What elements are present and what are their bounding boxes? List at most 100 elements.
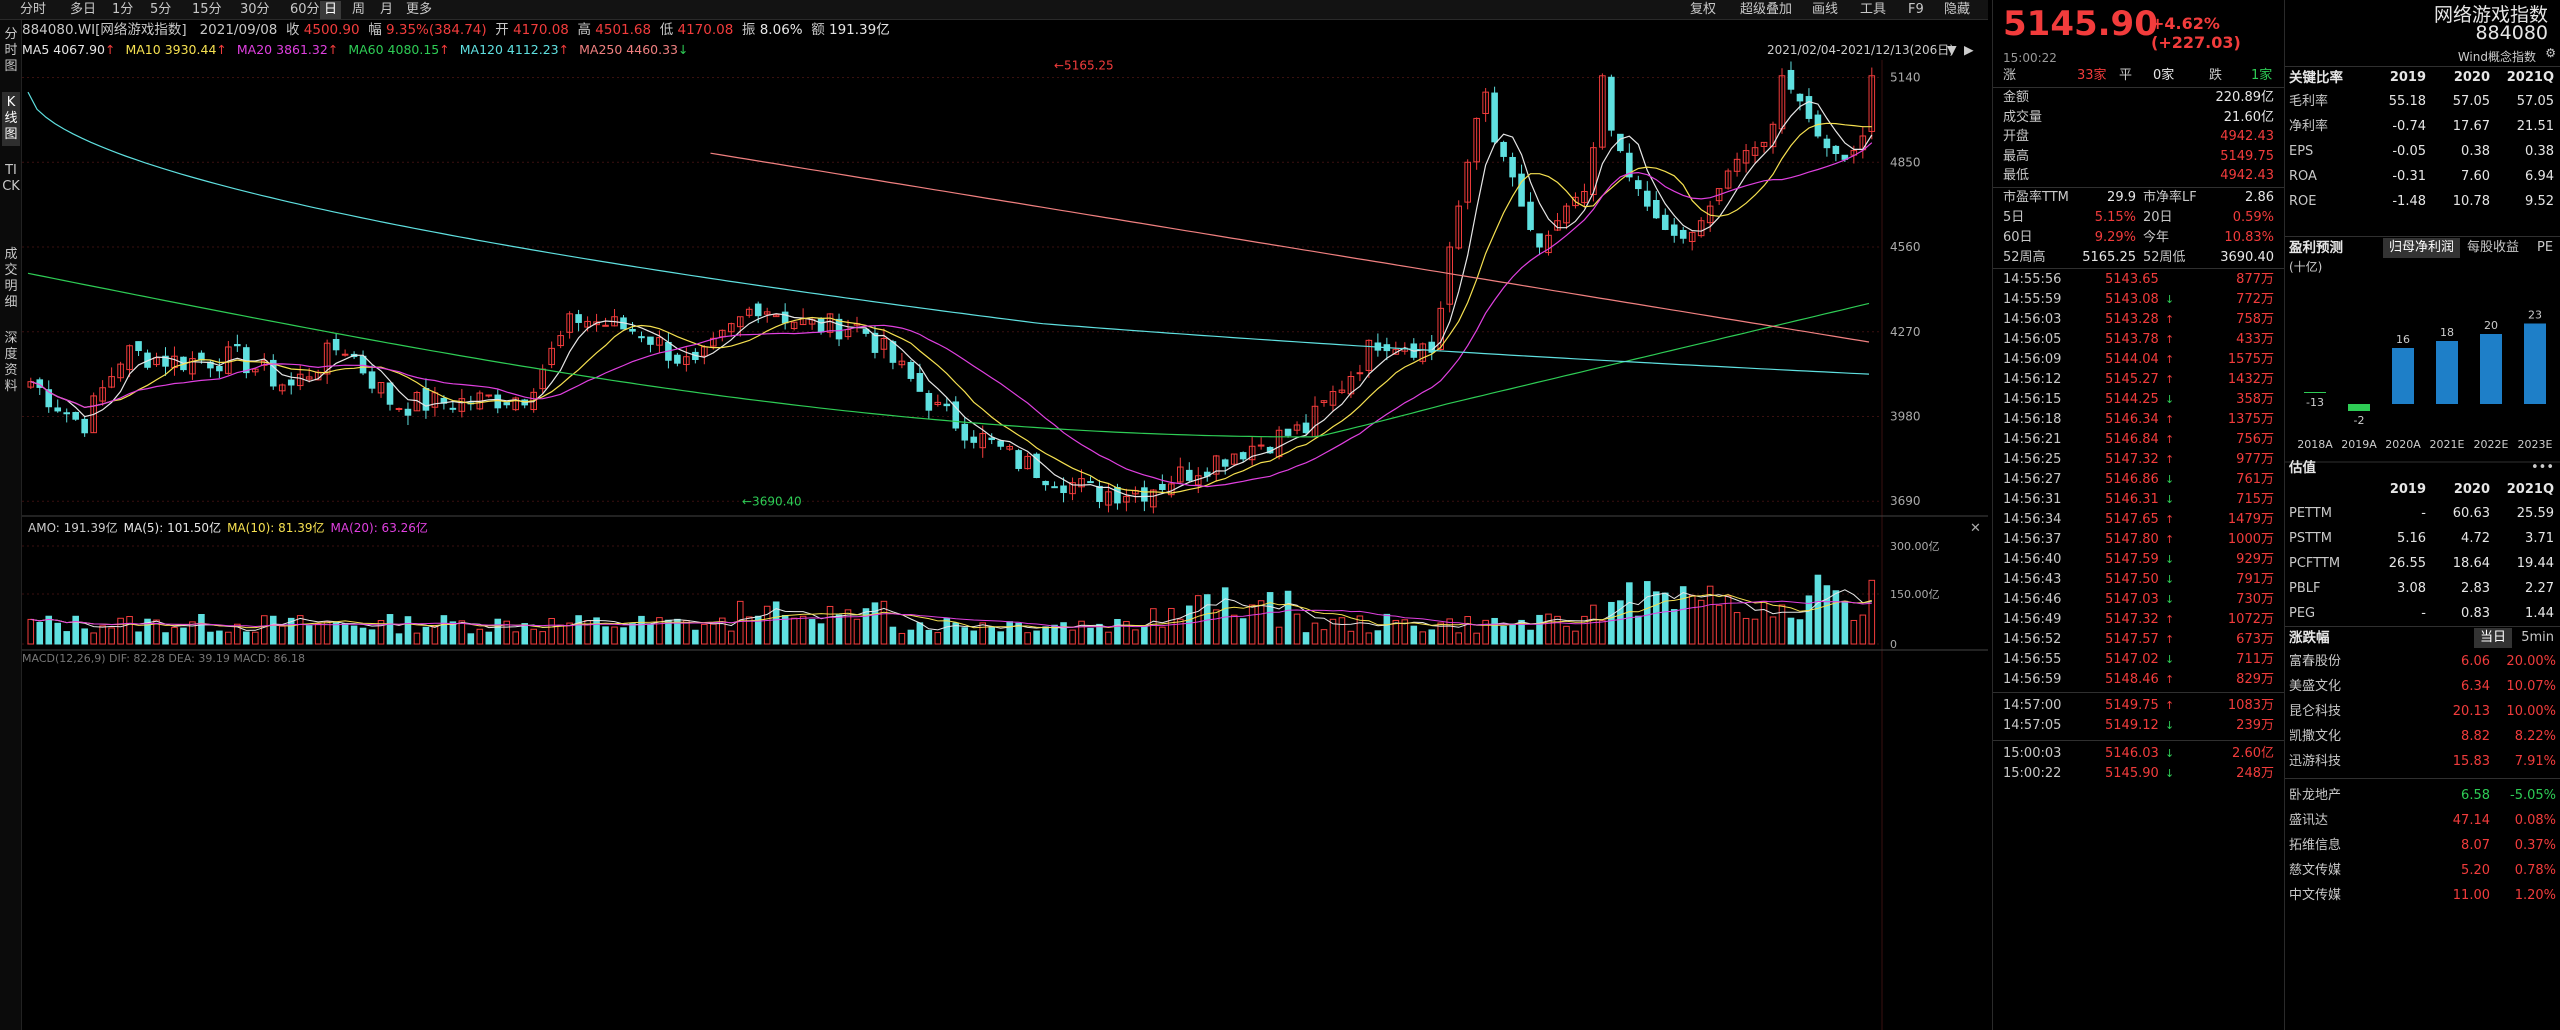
tick-row: 14:55:56 5143.65 877万 xyxy=(1993,270,2284,290)
candle-body xyxy=(162,355,169,367)
tick-volume: 756万 xyxy=(2236,432,2274,447)
tick-volume: 239万 xyxy=(2236,718,2274,733)
toolbar-right-5[interactable]: 隐藏 xyxy=(1944,2,1971,17)
period-tab-9[interactable]: 月 xyxy=(380,2,394,17)
loser-row[interactable]: 盛讯达 47.14 0.08% xyxy=(2285,811,2560,831)
valuation-value: 60.63 xyxy=(2452,506,2490,521)
ma120-line xyxy=(27,91,1870,375)
toolbar-right-0[interactable]: 复权 xyxy=(1690,2,1717,17)
volume-bar xyxy=(287,617,295,645)
volume-bar xyxy=(1293,613,1301,645)
gainer-row[interactable]: 富春股份 6.06 20.00% xyxy=(2285,652,2560,672)
divider xyxy=(2285,778,2560,779)
tick-direction-icon: ↑ xyxy=(2165,373,2175,386)
y-axis-label: 4850 xyxy=(1890,155,1921,169)
candle-body xyxy=(1796,93,1804,102)
ratio-label: EPS xyxy=(2289,144,2314,159)
pe-value: 10.83% xyxy=(2224,230,2274,245)
volume-bar xyxy=(1473,632,1480,645)
ratio-col-header: 2020 xyxy=(2453,70,2490,85)
chevron-down-icon[interactable]: ▼ xyxy=(1947,42,1957,57)
loser-row[interactable]: 中文传媒 11.00 1.20% xyxy=(2285,886,2560,906)
period-tab-2[interactable]: 1分 xyxy=(112,2,134,17)
volume-bar xyxy=(1751,618,1759,645)
left-tab-1[interactable]: K线图 xyxy=(2,92,20,146)
volume-bar xyxy=(494,618,502,645)
volume-bar xyxy=(1868,579,1876,645)
period-tab-3[interactable]: 5分 xyxy=(150,2,172,17)
stock-change: 0.78% xyxy=(2514,863,2556,878)
close-icon[interactable]: ✕ xyxy=(1970,521,1981,536)
change-value: 9.35%(384.74) xyxy=(386,22,487,38)
gainer-row[interactable]: 昆仑科技 20.13 10.00% xyxy=(2285,702,2560,722)
tick-row: 14:57:05 5149.12 ↓ 239万 xyxy=(1993,716,2284,736)
loser-row[interactable]: 慈文传媒 5.20 0.78% xyxy=(2285,861,2560,881)
period-tab-0[interactable]: 分时 xyxy=(20,2,47,17)
forecast-year-label: 2020A xyxy=(2385,438,2421,451)
toolbar-right-3[interactable]: 工具 xyxy=(1860,2,1887,17)
volume-bar xyxy=(530,628,537,645)
movers-tab-1[interactable]: 5min xyxy=(2521,630,2554,645)
chevron-right-icon[interactable]: ▶ xyxy=(1964,42,1974,57)
fall-count: 1家 xyxy=(2251,68,2273,83)
gainer-row[interactable]: 迅游科技 15.83 7.91% xyxy=(2285,752,2560,772)
volume-bar xyxy=(278,625,286,645)
movers-tab-0[interactable]: 当日 xyxy=(2473,628,2512,648)
left-tab-0[interactable]: 分时图 xyxy=(4,27,18,74)
left-tab-3[interactable]: 成交明细 xyxy=(4,247,18,310)
volume-bar xyxy=(144,618,151,645)
volume-bar xyxy=(1338,617,1346,645)
low-value: 4170.08 xyxy=(677,22,734,38)
toolbar-right-1[interactable]: 超级叠加 xyxy=(1740,2,1793,17)
left-tab-2[interactable]: TICK xyxy=(2,163,20,194)
swing-label: 振 xyxy=(741,22,756,38)
candle-body xyxy=(1159,483,1166,490)
volume-bar xyxy=(1572,630,1579,645)
more-icon[interactable]: ••• xyxy=(2530,460,2554,475)
tick-direction-icon: ↑ xyxy=(2165,613,2175,626)
tick-direction-icon: ↑ xyxy=(2165,699,2175,712)
candle-body xyxy=(377,382,385,394)
candle-body xyxy=(1661,214,1669,230)
period-tab-6[interactable]: 60分 xyxy=(290,2,320,17)
period-tab-4[interactable]: 15分 xyxy=(192,2,222,17)
left-tab-4[interactable]: 深度资料 xyxy=(4,331,18,394)
gainer-row[interactable]: 凯撒文化 8.82 8.22% xyxy=(2285,727,2560,747)
forecast-bar xyxy=(2480,334,2502,404)
stock-price: 6.34 xyxy=(2461,679,2490,694)
forecast-tab-0[interactable]: 归母净利润 xyxy=(2383,238,2461,258)
volume-bar xyxy=(63,631,70,645)
volume-bar xyxy=(126,616,133,645)
forecast-bar xyxy=(2348,404,2370,411)
tick-volume: 977万 xyxy=(2236,452,2274,467)
volume-bar xyxy=(1302,632,1310,645)
volume-bar xyxy=(1185,605,1193,645)
pe-row: 60日 9.29% 今年 10.83% xyxy=(1993,228,2284,248)
candle-body xyxy=(781,311,789,324)
candle-body xyxy=(81,418,88,434)
period-tab-1[interactable]: 多日 xyxy=(70,2,97,17)
volume-bars xyxy=(27,574,1876,645)
volume-bar xyxy=(171,626,178,645)
forecast-tab-2[interactable]: PE xyxy=(2537,240,2554,255)
toolbar-right-2[interactable]: 画线 xyxy=(1812,2,1839,17)
loser-row[interactable]: 卧龙地产 6.58 -5.05% xyxy=(2285,786,2560,806)
loser-row[interactable]: 拓维信息 8.07 0.37% xyxy=(2285,836,2560,856)
candle-body xyxy=(925,392,933,411)
period-tab-5[interactable]: 30分 xyxy=(240,2,270,17)
ma-label: MA60 xyxy=(348,42,384,57)
period-tab-7[interactable]: 日 xyxy=(320,1,342,19)
kline-chart[interactable]: 5140 4850 4560 4270 3980 3690 ←5165.25 ←3690.40… xyxy=(22,60,1988,1030)
pe-label: 市净率LF xyxy=(2143,190,2197,205)
period-tab-8[interactable]: 周 xyxy=(352,2,366,17)
tick-volume: 358万 xyxy=(2236,392,2274,407)
stock-change: 1.20% xyxy=(2514,888,2556,903)
tick-row: 14:56:21 5146.84 ↑ 756万 xyxy=(1993,430,2284,450)
period-tab-10[interactable]: 更多 xyxy=(406,2,433,17)
gainer-row[interactable]: 美盛文化 6.34 10.07% xyxy=(2285,677,2560,697)
candle-body xyxy=(1078,478,1085,488)
volume-bar xyxy=(1527,629,1534,645)
toolbar-right-4[interactable]: F9 xyxy=(1908,2,1924,17)
forecast-tab-1[interactable]: 每股收益 xyxy=(2467,240,2520,255)
settings-icon[interactable]: ⚙ xyxy=(2545,46,2556,60)
